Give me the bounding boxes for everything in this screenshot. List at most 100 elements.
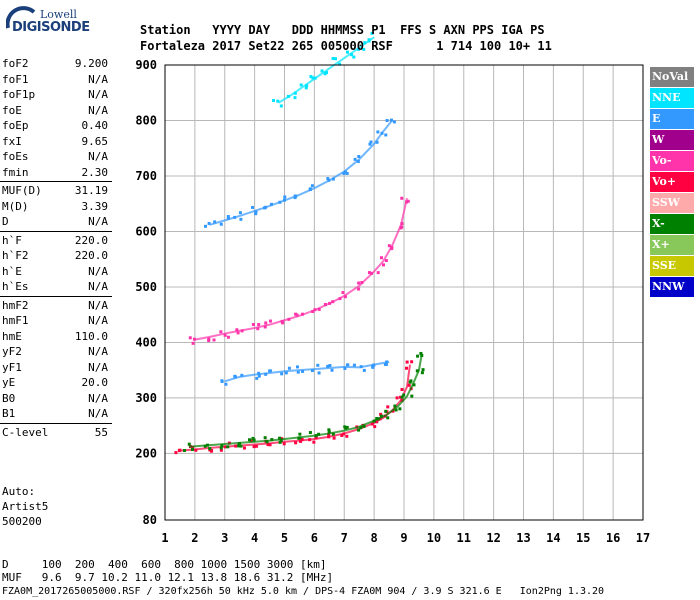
trace-point [410, 360, 414, 364]
param-row: foF1p N/A [0, 87, 112, 103]
trace-point [340, 433, 344, 437]
trace-point [386, 405, 390, 409]
param-name: hmE [2, 329, 22, 343]
trace-point [345, 425, 349, 429]
param-name: M(D) [2, 199, 29, 213]
trace-point [308, 431, 312, 435]
trace-point [343, 170, 347, 174]
param-row: foF2 9.200 [0, 56, 112, 72]
param-name: hmF2 [2, 298, 29, 312]
trace-point [249, 439, 253, 443]
trace-point [420, 371, 424, 375]
trace-point [254, 444, 258, 448]
trace-point [362, 47, 366, 51]
legend-item-nnw: NNW [650, 277, 694, 297]
logo-line1: Lowell [40, 8, 77, 21]
trace-point [384, 409, 388, 413]
trace-point [276, 99, 280, 103]
trace-point [379, 412, 383, 416]
trace-point [407, 383, 411, 387]
trace-point [294, 441, 298, 445]
trace-point [394, 408, 398, 412]
x-tick-label: 7 [341, 531, 348, 545]
param-name: foE [2, 103, 22, 117]
trace-point [331, 57, 335, 61]
y-tick-label: 700 [135, 169, 157, 183]
trace-point [305, 84, 309, 88]
trace-point [410, 394, 414, 398]
color-legend: NoVal NNE E W Vo- Vo+ SSW X- X+ SSE NNW [650, 67, 694, 298]
trace-point [223, 333, 227, 337]
trace-line [224, 360, 390, 383]
trace-point [379, 414, 383, 418]
param-row: foE N/A [0, 103, 112, 119]
trace-point [386, 416, 390, 420]
x-tick-label: 15 [576, 531, 590, 545]
trace-point [242, 446, 246, 450]
trace-point [312, 440, 316, 444]
x-tick-label: 3 [221, 531, 228, 545]
param-row: yF1 N/A [0, 360, 112, 376]
trace-point [268, 443, 272, 447]
trace-point [282, 442, 286, 446]
trace-point [350, 53, 354, 57]
legend-item-x-: X+ [650, 235, 694, 255]
trace-point [177, 449, 181, 453]
trace-point [346, 50, 350, 54]
trace-point [405, 366, 409, 370]
param-name: foF2 [2, 57, 29, 70]
param-row: h`F2 220.0 [0, 248, 112, 264]
trace-point [384, 259, 388, 263]
param-row: yF2 N/A [0, 344, 112, 360]
param-row: B1 N/A [0, 406, 112, 422]
legend-item-sse: SSE [650, 256, 694, 276]
trace-point [356, 159, 360, 163]
param-row: fxI 9.65 [0, 134, 112, 150]
param-value: N/A [88, 280, 108, 293]
trace-point [317, 307, 321, 311]
trace-point [384, 133, 388, 137]
trace-point [280, 372, 284, 376]
trace-point [344, 426, 348, 430]
trace-point [345, 434, 349, 438]
param-name: C-level [2, 425, 49, 439]
param-separator [0, 181, 112, 182]
param-row: foEp 0.40 [0, 118, 112, 134]
trace-point [327, 428, 331, 432]
trace-point [233, 374, 237, 378]
param-name: yF2 [2, 345, 22, 358]
legend-item-nne: NNE [650, 88, 694, 108]
y-tick-label: 800 [135, 113, 157, 127]
param-value: N/A [88, 345, 108, 358]
trace-point [409, 379, 413, 383]
trace-point [247, 438, 251, 442]
trace-point [415, 369, 419, 373]
trace-point [281, 321, 285, 325]
trace-line [209, 119, 393, 226]
param-value: 9.65 [81, 134, 109, 148]
param-row: hmF1 N/A [0, 313, 112, 329]
chart-marks [174, 31, 425, 455]
trace-point [398, 407, 402, 411]
x-tick-label: 6 [311, 531, 318, 545]
param-name: foEs [2, 150, 29, 163]
trace-point [385, 119, 389, 123]
param-name: foF1p [2, 88, 36, 101]
trace-point [213, 220, 217, 224]
trace-point [190, 448, 194, 452]
trace-point [220, 444, 224, 448]
trace-point [383, 362, 387, 366]
trace-point [362, 368, 366, 372]
trace-point [367, 271, 371, 275]
trace-point [338, 62, 342, 66]
param-value: 31.19 [74, 184, 108, 197]
trace-point [255, 376, 259, 380]
trace-point [251, 436, 255, 440]
trace-point [264, 321, 268, 325]
param-value: N/A [88, 215, 108, 228]
trace-point [405, 360, 409, 364]
param-value: N/A [88, 360, 108, 374]
trace-point [251, 323, 255, 327]
header-values: Fortaleza 2017 Set22 265 005000 RSF 1 71… [140, 39, 552, 53]
